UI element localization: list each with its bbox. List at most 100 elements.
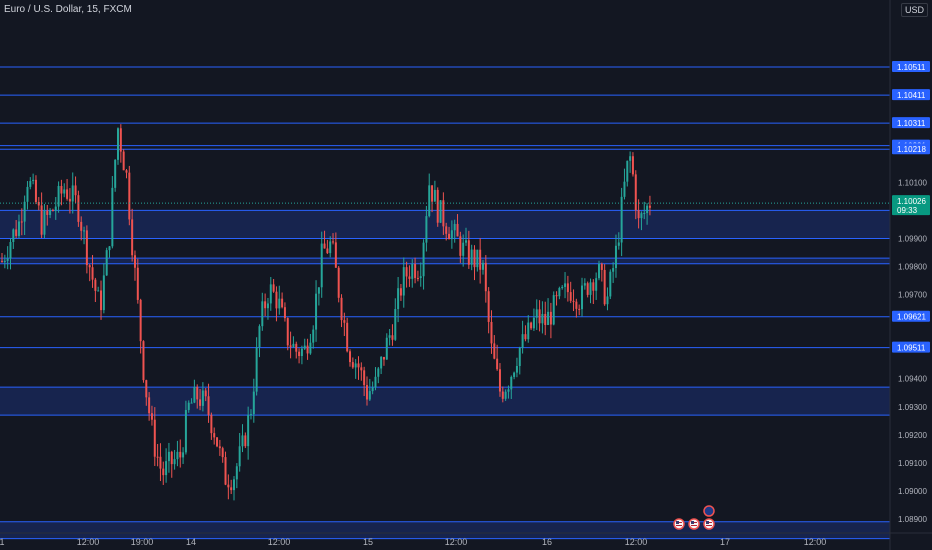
candle-body — [46, 210, 49, 215]
candle-body — [278, 298, 281, 309]
candle-body — [323, 243, 326, 249]
candle-body — [128, 172, 131, 220]
candle-body — [136, 267, 139, 300]
candle-body — [255, 347, 258, 392]
candle-body — [597, 263, 600, 279]
candle-body — [83, 230, 86, 232]
candle-body — [527, 322, 530, 340]
level-price-tag — [892, 143, 930, 155]
candle-body — [411, 263, 414, 279]
level-price-tag — [892, 89, 930, 101]
candle-body — [320, 243, 323, 288]
candle-body — [450, 230, 453, 240]
candle-body — [34, 179, 37, 202]
candle-body — [182, 452, 185, 458]
candle-body — [484, 262, 487, 292]
candle-body — [501, 391, 504, 399]
candle-body — [349, 351, 352, 363]
candle-body — [57, 185, 60, 207]
y-tick-label: 1.09100 — [898, 459, 927, 468]
current-price-tag — [892, 195, 930, 216]
candle-body — [357, 363, 360, 368]
candle-body — [264, 301, 267, 309]
candle-body — [207, 396, 210, 415]
candle-body — [97, 290, 100, 292]
candle-body — [414, 263, 417, 278]
candle-body — [292, 343, 295, 347]
candle-body — [230, 487, 233, 491]
y-tick-label: 1.09200 — [898, 431, 927, 440]
candle-body — [504, 391, 507, 399]
candle-body — [544, 313, 547, 325]
x-tick-label: 12:00 — [77, 537, 100, 547]
candle-body — [148, 397, 151, 414]
candle-body — [196, 386, 199, 400]
candle-body — [221, 448, 224, 458]
candle-body — [184, 409, 187, 453]
candle-body — [416, 277, 419, 279]
candle-body — [646, 205, 649, 213]
candle-body — [487, 291, 490, 322]
y-tick-label: 1.09900 — [898, 234, 927, 243]
candle-body — [547, 311, 550, 325]
candle-body — [142, 341, 145, 381]
us-flag-stripe — [691, 525, 697, 526]
candle-body — [507, 389, 510, 392]
candle-body — [269, 284, 272, 304]
candle-body — [603, 269, 606, 305]
x-tick-label: 17 — [720, 537, 730, 547]
candle-body — [105, 250, 108, 276]
y-tick-label: 1.08900 — [898, 515, 927, 524]
candle-body — [114, 159, 117, 188]
candle-body — [365, 385, 368, 400]
candle-body — [159, 456, 162, 469]
candle-body — [312, 329, 315, 343]
candle-body — [363, 370, 366, 386]
candle-body — [295, 343, 298, 352]
y-tick-label: 1.10100 — [898, 178, 927, 187]
candle-body — [569, 292, 572, 301]
candle-body — [156, 456, 159, 458]
candle-body — [586, 283, 589, 295]
candle-body — [51, 209, 54, 211]
candle-body — [535, 309, 538, 318]
candle-body — [100, 290, 103, 311]
candle-body — [445, 226, 448, 234]
candle-body — [176, 451, 179, 460]
candle-body — [448, 233, 451, 240]
candle-body — [190, 402, 193, 404]
zone-rect — [0, 521, 890, 539]
level-price-tag — [892, 61, 930, 73]
level-price-label: 1.10411 — [897, 91, 926, 100]
candle-body — [631, 156, 634, 175]
level-price-label: 1.09621 — [897, 313, 926, 322]
candle-body — [80, 221, 83, 231]
candle-body — [436, 189, 439, 223]
candle-body — [326, 248, 329, 254]
candle-body — [213, 433, 216, 438]
candle-body — [303, 345, 306, 349]
candle-body — [397, 288, 400, 310]
candle-body — [37, 201, 40, 206]
candle-body — [17, 221, 20, 236]
candle-body — [306, 345, 309, 354]
candle-body — [558, 288, 561, 297]
candle-body — [32, 179, 35, 182]
candle-body — [49, 209, 52, 215]
level-price-label: 1.10511 — [897, 63, 926, 72]
candle-body — [334, 242, 337, 268]
candle-body — [94, 279, 97, 291]
eu-flag-icon[interactable] — [703, 505, 715, 517]
candle-body — [187, 402, 190, 410]
candle-body — [343, 320, 346, 323]
candle-body — [162, 468, 165, 476]
level-price-label: 1.10311 — [897, 119, 926, 128]
currency-button[interactable]: USD — [900, 3, 928, 17]
candle-body — [388, 335, 391, 338]
candle-body — [360, 367, 363, 371]
candle-body — [496, 358, 499, 370]
candle-body — [515, 365, 518, 373]
candle-body — [380, 356, 383, 369]
candle-body — [204, 390, 207, 397]
